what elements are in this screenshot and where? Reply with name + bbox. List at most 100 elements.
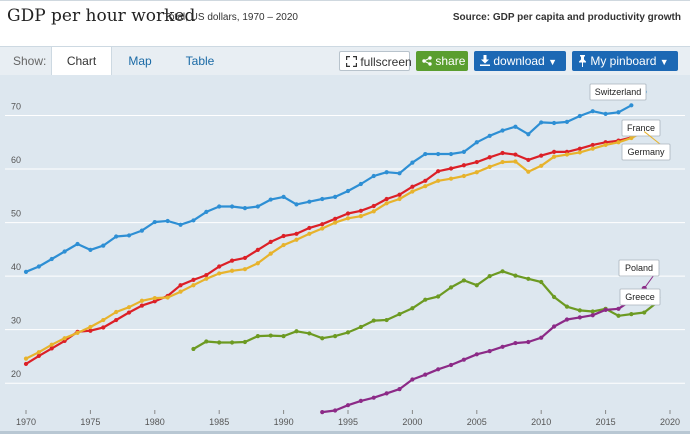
data-point-poland xyxy=(397,387,402,392)
data-point-france xyxy=(423,178,428,183)
data-point-poland xyxy=(333,408,338,413)
source-note[interactable]: Source: GDP per capita and productivity … xyxy=(452,12,681,23)
data-point-poland xyxy=(577,315,582,320)
data-point-france xyxy=(436,169,441,174)
top-rule xyxy=(0,0,690,1)
data-point-france xyxy=(320,222,325,227)
tab-table[interactable]: Table xyxy=(185,54,215,68)
share-icon xyxy=(422,56,432,66)
data-point-switzerland xyxy=(101,243,106,248)
tab-chart[interactable]: Chart xyxy=(51,47,112,76)
x-tick-label: 1990 xyxy=(274,417,294,427)
caret-down-icon: ▼ xyxy=(548,57,557,67)
data-point-switzerland xyxy=(204,209,209,214)
chart-title: GDP per hour worked xyxy=(7,6,196,26)
data-point-switzerland xyxy=(114,234,119,239)
data-point-switzerland xyxy=(178,222,183,227)
data-point-germany xyxy=(590,146,595,151)
label-box-greece xyxy=(619,288,661,306)
data-point-switzerland xyxy=(281,194,286,199)
pinboard-button[interactable]: My pinboard ▼ xyxy=(572,51,678,71)
data-point-germany xyxy=(75,330,80,335)
y-tick-label: 40 xyxy=(11,262,21,272)
data-point-poland xyxy=(513,340,518,346)
data-point-greece xyxy=(281,334,286,339)
data-point-germany xyxy=(397,196,402,202)
data-point-switzerland xyxy=(487,133,492,138)
data-point-germany xyxy=(114,309,119,315)
data-point-germany xyxy=(255,261,260,266)
data-point-greece xyxy=(436,294,441,299)
data-point-france xyxy=(217,264,222,269)
data-point-france xyxy=(281,233,286,239)
data-point-switzerland xyxy=(307,199,312,204)
data-point-germany xyxy=(461,173,467,179)
series-line-switzerland xyxy=(25,104,632,273)
data-point-germany xyxy=(178,289,183,294)
data-point-switzerland xyxy=(410,160,415,165)
data-point-germany xyxy=(101,317,106,323)
data-point-switzerland xyxy=(474,140,479,145)
data-point-switzerland xyxy=(384,170,389,175)
data-point-france xyxy=(255,247,260,252)
data-point-france xyxy=(204,272,209,278)
data-point-france xyxy=(23,361,29,367)
data-point-france xyxy=(551,149,557,154)
data-point-greece xyxy=(333,334,338,339)
data-point-france xyxy=(526,157,531,163)
data-point-greece xyxy=(448,285,454,290)
data-point-greece xyxy=(487,274,492,279)
data-point-greece xyxy=(371,318,376,323)
data-point-switzerland xyxy=(629,103,634,108)
data-point-france xyxy=(410,184,415,189)
data-point-poland xyxy=(320,410,325,415)
data-point-germany xyxy=(165,295,170,300)
data-point-germany xyxy=(577,150,582,155)
data-point-france xyxy=(358,208,363,213)
data-point-switzerland xyxy=(242,206,248,211)
data-point-germany xyxy=(358,214,363,219)
series-line-greece xyxy=(192,270,658,350)
data-point-switzerland xyxy=(564,119,570,125)
data-point-greece xyxy=(358,324,363,330)
series-label-switzerland: Switzerland xyxy=(595,87,642,97)
x-tick-label: 2000 xyxy=(402,417,422,427)
data-point-germany xyxy=(526,169,531,174)
data-point-france xyxy=(49,346,54,351)
data-point-switzerland xyxy=(577,113,582,119)
data-point-switzerland xyxy=(268,197,273,202)
data-point-poland xyxy=(358,398,363,403)
data-point-poland xyxy=(526,339,531,345)
data-point-switzerland xyxy=(139,228,145,233)
pin-icon xyxy=(579,55,586,67)
label-box-poland xyxy=(618,259,660,277)
data-point-switzerland xyxy=(126,233,132,238)
x-tick-label: 1980 xyxy=(145,417,165,427)
series-label-france: France xyxy=(627,123,655,133)
y-tick-label: 20 xyxy=(11,369,21,379)
data-point-poland xyxy=(500,344,505,349)
series-line-germany xyxy=(25,130,645,360)
download-button[interactable]: download ▼ xyxy=(474,51,566,71)
data-point-france xyxy=(88,328,93,333)
data-point-france xyxy=(36,353,41,359)
share-button[interactable]: share xyxy=(416,51,468,71)
data-point-switzerland xyxy=(229,204,235,209)
data-point-greece xyxy=(551,294,557,300)
fullscreen-button[interactable]: fullscreen xyxy=(339,51,412,71)
data-point-france xyxy=(242,255,248,261)
data-point-france xyxy=(268,239,273,244)
data-point-switzerland xyxy=(526,132,531,137)
data-point-poland xyxy=(551,324,557,329)
data-point-germany xyxy=(320,226,325,231)
data-point-germany xyxy=(603,142,608,148)
data-point-greece xyxy=(397,312,402,317)
data-point-germany xyxy=(307,231,312,236)
x-tick-label: 2020 xyxy=(660,417,680,427)
data-point-greece xyxy=(191,346,196,352)
tab-map[interactable]: Map xyxy=(128,54,152,68)
data-point-greece xyxy=(410,306,415,311)
data-point-greece xyxy=(590,309,595,314)
data-point-switzerland xyxy=(255,204,260,209)
data-point-switzerland xyxy=(448,151,454,157)
